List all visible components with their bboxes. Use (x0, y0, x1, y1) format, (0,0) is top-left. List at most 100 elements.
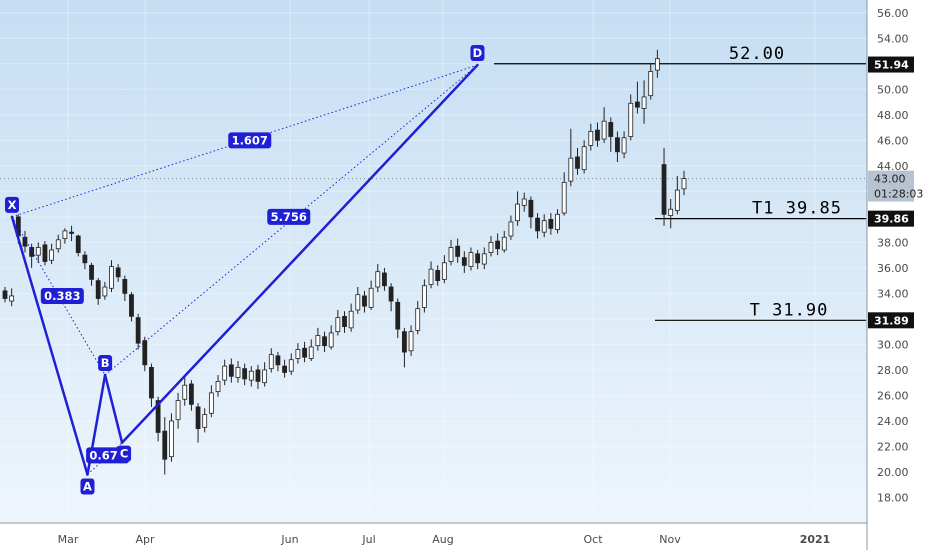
candle-body (202, 414, 208, 428)
candle-body (541, 220, 547, 233)
candle-body (175, 400, 181, 421)
target-levels: 52.00 T1 39.85 T 31.90 (494, 44, 866, 321)
candle-body (82, 254, 88, 264)
ratio-label-box (228, 132, 272, 149)
x-tick-label: Oct (583, 533, 603, 546)
price-tag-label: 01:28:03 (874, 188, 923, 201)
point-label-box (470, 45, 485, 62)
y-tick-label: 44.00 (877, 160, 909, 173)
candle-body (135, 317, 141, 344)
x-tick-label: Jun (280, 533, 298, 546)
candle-body (95, 280, 101, 299)
candle-body (608, 122, 614, 137)
y-tick-label: 46.00 (877, 134, 909, 147)
candle-body (355, 294, 361, 311)
y-tick-label: 38.00 (877, 236, 909, 249)
y-tick-label: 50.00 (877, 83, 909, 96)
candle-body (521, 198, 527, 206)
candle-body (661, 164, 667, 215)
candle-body (408, 331, 414, 352)
candle-body (255, 369, 261, 382)
ratio-label: 5.756 (271, 210, 307, 224)
candle-body (348, 310, 354, 329)
candle-body (75, 235, 81, 253)
candle-body (42, 244, 48, 262)
price-tag-label: 51.94 (874, 59, 909, 72)
candle-body (142, 340, 148, 366)
candle-body (402, 331, 407, 353)
pattern-leg (10, 215, 89, 476)
y-tick-label: 36.00 (877, 262, 909, 275)
level-label: T1 39.85 (752, 199, 842, 219)
candle-body (89, 264, 94, 280)
candle-body (49, 249, 54, 261)
candle-body (182, 384, 188, 400)
candle-body (561, 182, 567, 214)
candle-body (615, 137, 620, 153)
candle-body (515, 203, 520, 222)
candle-body (388, 286, 394, 302)
x-tick-label: Nov (659, 533, 681, 546)
candle-body (375, 271, 381, 288)
y-tick-label: 24.00 (877, 415, 909, 428)
candle-body (468, 252, 474, 268)
price-tag-box (868, 210, 914, 227)
price-tag-label: 39.86 (874, 213, 909, 226)
candle-body (328, 332, 334, 348)
candle-body (69, 231, 74, 234)
candle-body (275, 355, 281, 366)
x-tick-label: Apr (135, 533, 155, 546)
point-label-box (80, 478, 95, 495)
level-label: T 31.90 (750, 300, 829, 320)
candle-body (448, 247, 454, 262)
candlestick-series (2, 49, 687, 475)
candle-body (495, 240, 501, 250)
point-label: C (120, 447, 128, 461)
candle-body (475, 253, 481, 264)
candle-body (508, 221, 514, 237)
candle-body (268, 354, 274, 370)
candle-body (295, 349, 301, 359)
candle-body (169, 420, 174, 458)
candle-body (162, 430, 168, 460)
candle-body (621, 137, 627, 154)
candle-body (575, 156, 580, 169)
candle-body (9, 295, 15, 302)
ratio-label: 1.607 (232, 133, 268, 147)
ratio-label: 0.672 (89, 448, 125, 462)
candle-body (188, 383, 194, 405)
candle-body (601, 120, 607, 140)
candle-body (262, 369, 268, 384)
candle-body (288, 359, 294, 372)
candle-body (222, 365, 228, 381)
candle-body (648, 71, 654, 97)
price-tag-box (868, 312, 914, 329)
candle-body (215, 381, 221, 393)
y-tick-label: 28.00 (877, 364, 909, 377)
pattern-leg (120, 63, 479, 444)
gridlines (0, 178, 867, 180)
candle-body (115, 267, 121, 278)
y-tick-label: 20.00 (877, 466, 909, 479)
candle-body (102, 286, 108, 297)
candle-body (595, 129, 600, 141)
candle-body (481, 253, 487, 265)
candle-body (441, 262, 447, 280)
ratio-line (11, 216, 106, 376)
point-label: X (8, 198, 17, 212)
candle-body (228, 364, 234, 377)
candle-body (488, 241, 494, 253)
candle-body (62, 230, 68, 239)
x-tick-label: 2021 (800, 533, 831, 546)
y-tick-label: 54.00 (877, 32, 909, 45)
candle-body (581, 146, 587, 171)
candle-body (55, 239, 61, 250)
level-label: 52.00 (729, 44, 785, 64)
ratio-label: 0.383 (44, 289, 80, 303)
x-tick-label: Jul (361, 533, 375, 546)
y-tick-label: 56.00 (877, 7, 909, 20)
x-axis-ticks: Mar Apr Jun Jul Aug Oct Nov 2021 (58, 533, 831, 546)
candle-body (155, 400, 161, 433)
point-label: B (101, 356, 110, 370)
